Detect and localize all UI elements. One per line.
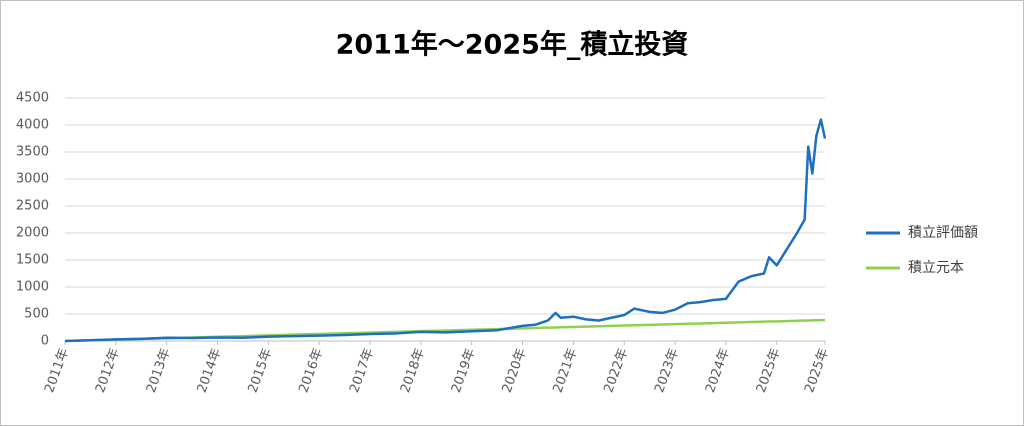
y-tick-label: 2000 bbox=[16, 226, 49, 241]
y-tick-label: 3000 bbox=[16, 172, 49, 187]
y-tick-label: 4000 bbox=[16, 118, 49, 133]
y-tick-label: 0 bbox=[41, 334, 49, 349]
series-line bbox=[64, 318, 826, 343]
y-tick-label: 4500 bbox=[16, 91, 49, 106]
legend-label: 積立評価額 bbox=[908, 225, 978, 241]
y-tick-label: 1500 bbox=[16, 253, 49, 268]
chart-title: 2011年～2025年_積立投資 bbox=[336, 29, 689, 61]
series-line bbox=[64, 118, 827, 343]
y-tick-label: 2500 bbox=[16, 199, 49, 214]
y-tick-label: 500 bbox=[24, 307, 49, 322]
legend-label: 積立元本 bbox=[908, 260, 964, 276]
y-tick-label: 3500 bbox=[16, 145, 49, 160]
y-tick-label: 1000 bbox=[16, 280, 49, 295]
